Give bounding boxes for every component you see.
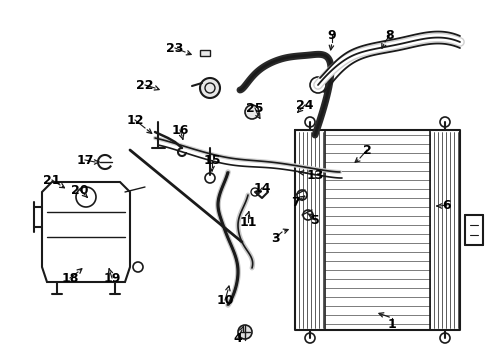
Text: 8: 8 [386,28,394,41]
Circle shape [238,325,252,339]
Circle shape [310,77,326,93]
Text: 4: 4 [234,332,243,345]
Text: 20: 20 [71,184,89,197]
Circle shape [297,190,307,200]
Text: 25: 25 [246,102,264,114]
Text: 3: 3 [270,231,279,244]
Text: 23: 23 [166,41,184,54]
Text: 5: 5 [311,213,319,226]
Text: 22: 22 [136,78,154,91]
Text: 9: 9 [328,28,336,41]
Text: 11: 11 [239,216,257,229]
Bar [200,50,210,56]
Text: 13: 13 [306,168,324,181]
Text: 18: 18 [61,271,79,284]
Text: 14: 14 [253,181,271,194]
Text: 19: 19 [103,271,121,284]
Text: 16: 16 [172,123,189,136]
Circle shape [303,210,313,220]
Circle shape [245,105,259,119]
Text: 17: 17 [76,153,94,166]
Text: 10: 10 [216,293,234,306]
Text: 1: 1 [388,319,396,332]
Text: 15: 15 [203,153,221,166]
Circle shape [251,188,259,196]
Circle shape [200,78,220,98]
Text: 24: 24 [296,99,314,112]
Text: 7: 7 [291,195,299,208]
Text: 2: 2 [363,144,371,157]
Text: 6: 6 [442,198,451,212]
Text: 21: 21 [43,174,61,186]
Text: 12: 12 [126,113,144,126]
Circle shape [205,173,215,183]
